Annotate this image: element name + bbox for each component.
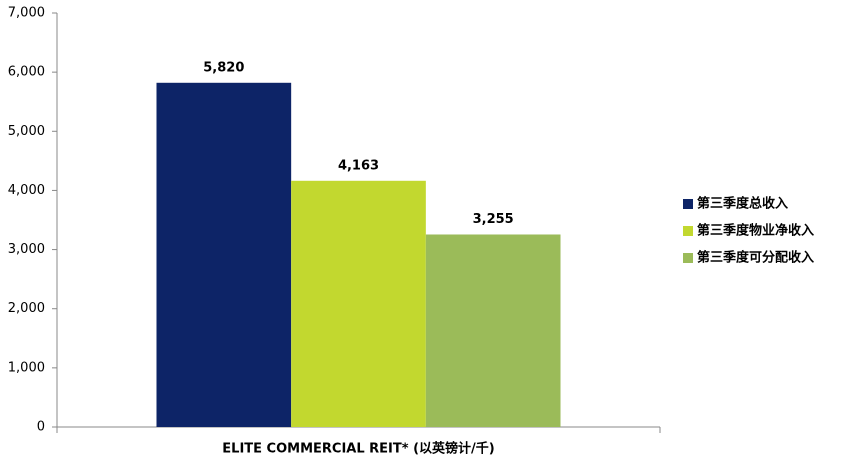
y-tick-label: 3,000 (8, 242, 45, 257)
legend-swatch (683, 253, 693, 263)
data-label: 5,820 (203, 60, 244, 75)
bar (291, 180, 426, 427)
data-label: 3,255 (473, 212, 514, 227)
y-tick-label: 1,000 (8, 360, 45, 375)
y-tick-label: 4,000 (8, 183, 45, 198)
legend-swatch (683, 226, 693, 236)
y-tick-label: 5,000 (8, 124, 45, 139)
y-tick-label: 2,000 (8, 301, 45, 316)
y-tick-label: 0 (37, 420, 45, 435)
bar (156, 82, 292, 427)
bar (425, 234, 561, 427)
data-label: 4,163 (338, 158, 379, 173)
y-tick-label: 7,000 (8, 6, 45, 21)
x-tick-label: ELITE COMMERCIAL REIT* (以英镑计/千) (222, 441, 494, 457)
legend-label: 第三季度物业净收入 (697, 223, 814, 239)
legend-swatch (683, 199, 693, 209)
legend-label: 第三季度可分配收入 (697, 250, 814, 266)
y-tick-label: 6,000 (8, 65, 45, 80)
legend-label: 第三季度总收入 (697, 196, 788, 212)
